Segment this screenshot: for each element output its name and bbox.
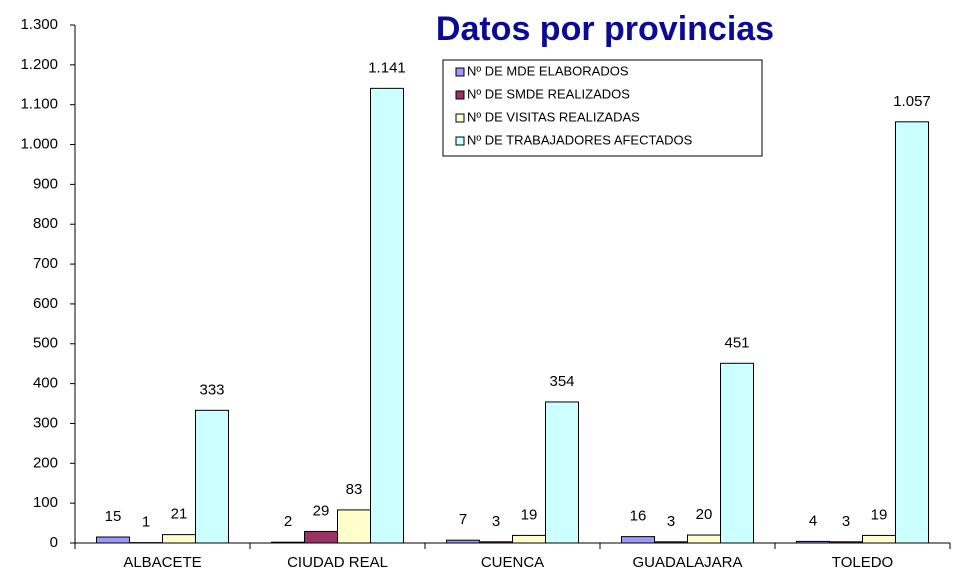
x-tick-label: CIUDAD REAL	[287, 554, 388, 571]
bar	[512, 534, 546, 544]
y-tick-label: 400	[33, 375, 58, 392]
x-tick-label: TOLEDO	[832, 554, 893, 571]
bar	[545, 401, 579, 544]
bar	[687, 534, 721, 544]
bar	[271, 541, 305, 544]
bar	[304, 530, 338, 544]
legend-label: Nº DE SMDE REALIZADOS	[467, 86, 630, 101]
data-label: 15	[105, 508, 122, 525]
y-tick-label: 900	[33, 175, 58, 192]
legend-label: Nº DE VISITAS REALIZADAS	[467, 109, 640, 124]
y-tick-label: 300	[33, 414, 58, 431]
x-tick-label: CUENCA	[481, 554, 544, 571]
bar	[720, 362, 754, 544]
legend-swatch	[455, 136, 465, 146]
bar	[895, 121, 929, 544]
bar	[162, 534, 196, 544]
legend-label: Nº DE TRABAJADORES AFECTADOS	[467, 132, 693, 147]
data-label: 3	[667, 513, 675, 530]
y-tick-label: 1.300	[20, 16, 58, 33]
y-tick-label: 1.200	[20, 56, 58, 73]
data-label: 20	[696, 506, 713, 523]
data-label: 2	[284, 513, 292, 530]
bar	[796, 540, 830, 544]
data-label: 7	[459, 511, 467, 528]
legend-label: Nº DE MDE ELABORADOS	[467, 63, 629, 78]
data-label: 4	[809, 512, 817, 529]
bar	[96, 536, 130, 544]
data-label: 1	[142, 514, 150, 531]
legend-swatch	[455, 67, 465, 77]
y-tick-label: 0	[50, 534, 58, 551]
x-tick-label: GUADALAJARA	[632, 554, 742, 571]
bar	[654, 541, 688, 544]
y-tick-label: 100	[33, 494, 58, 511]
legend-box	[442, 59, 763, 157]
y-tick-label: 1.000	[20, 136, 58, 153]
legend-swatch	[455, 113, 465, 123]
data-label: 3	[492, 513, 500, 530]
data-label: 83	[346, 481, 363, 498]
bar	[195, 409, 229, 544]
data-label: 451	[724, 334, 749, 351]
data-label: 1.141	[368, 59, 406, 76]
y-tick-label: 200	[33, 454, 58, 471]
bar	[862, 534, 896, 544]
y-tick-label: 1.100	[20, 96, 58, 113]
y-tick-label: 700	[33, 255, 58, 272]
bar	[621, 536, 655, 544]
data-label: 1.057	[893, 93, 931, 110]
bar	[479, 541, 513, 544]
data-label: 19	[521, 506, 538, 523]
bar	[446, 539, 480, 544]
y-tick-label: 600	[33, 295, 58, 312]
legend-swatch	[455, 90, 465, 100]
bar	[370, 87, 404, 544]
data-label: 21	[171, 506, 188, 523]
data-label: 16	[630, 508, 647, 525]
bar	[829, 541, 863, 544]
y-tick-label: 800	[33, 215, 58, 232]
data-label: 333	[199, 381, 224, 398]
chart-title: Datos por provincias	[436, 10, 774, 48]
data-label: 29	[313, 502, 330, 519]
data-label: 354	[549, 373, 574, 390]
bar	[337, 509, 371, 544]
x-tick-label: ALBACETE	[123, 554, 201, 571]
data-label: 3	[842, 513, 850, 530]
data-label: 19	[871, 506, 888, 523]
y-tick-label: 500	[33, 335, 58, 352]
